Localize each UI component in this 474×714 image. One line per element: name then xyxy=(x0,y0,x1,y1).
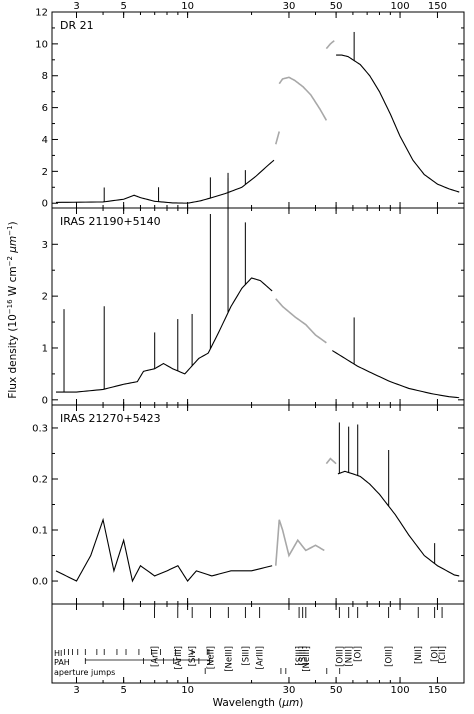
spectrum-segment xyxy=(56,160,274,203)
x-tick-label-top: 30 xyxy=(283,1,296,12)
y-axis-title-part: Flux density (10 xyxy=(7,314,19,398)
x-tick-label: 100 xyxy=(391,685,410,696)
y-axis-title: Flux density (10−16 W cm−2 μm−1) xyxy=(6,221,19,398)
line-id-label: [ArII] xyxy=(151,646,161,667)
spectrum-segment xyxy=(326,459,336,464)
y-tick-label: 0.2 xyxy=(32,474,48,485)
annotation-frame xyxy=(51,603,465,684)
line-id-label: [ArIII] xyxy=(256,646,266,669)
line-id-label: [NeIII] xyxy=(302,646,312,672)
x-tick-label: 3 xyxy=(73,685,79,696)
x-axis-title-part: Wavelength ( xyxy=(213,697,283,709)
spectrum-segment xyxy=(332,351,459,398)
line-id-label: [NeII] xyxy=(206,646,216,669)
marker-row-label: PAH xyxy=(54,658,70,667)
x-tick-label: 5 xyxy=(120,685,126,696)
x-axis-title: Wavelength (μm) xyxy=(213,697,304,709)
y-tick-label: 8 xyxy=(42,71,48,82)
line-id-label: [OI] xyxy=(431,646,441,662)
y-tick-label: 1 xyxy=(42,343,48,354)
panel-frame-1 xyxy=(51,11,465,209)
marker-row-label: aperture jumps xyxy=(54,668,115,677)
y-axis-title-part: −1 xyxy=(6,225,14,235)
x-tick-label-top: 100 xyxy=(391,1,410,12)
y-tick-label: 4 xyxy=(42,135,48,146)
y-tick-label: 12 xyxy=(35,8,48,19)
spectrum-segment xyxy=(276,299,327,343)
line-id-label: [CII] xyxy=(438,646,448,664)
line-id-label: [NeIII] xyxy=(224,646,234,672)
x-tick-label: 30 xyxy=(283,685,296,696)
panel-frame-2 xyxy=(51,207,465,406)
panel-label-3: IRAS 21270+5423 xyxy=(60,412,161,425)
y-tick-label: 10 xyxy=(35,39,48,50)
y-tick-label: 0 xyxy=(42,199,48,210)
marker-row-label: HI xyxy=(54,649,62,658)
y-axis-title-part: −2 xyxy=(6,256,14,266)
x-tick-label: 50 xyxy=(330,685,343,696)
y-tick-label: 6 xyxy=(42,103,48,114)
x-tick-label: 150 xyxy=(428,685,447,696)
y-tick-label: 2 xyxy=(42,292,48,303)
spectrum-segment xyxy=(276,132,279,145)
x-tick-label-top: 50 xyxy=(330,1,343,12)
panel-label-1: DR 21 xyxy=(60,19,94,32)
line-id-label: [SIII] xyxy=(241,646,251,666)
y-axis-title-part: W cm xyxy=(7,266,19,299)
spectrum-segment xyxy=(336,55,459,192)
line-id-label: [OIII] xyxy=(385,646,395,667)
y-axis-title-part: ) xyxy=(7,221,19,225)
panel-label-2: IRAS 21190+5140 xyxy=(60,215,161,228)
x-tick-label-top: 5 xyxy=(120,1,126,12)
y-tick-label: 0.0 xyxy=(32,577,48,588)
y-tick-label: 3 xyxy=(42,240,48,251)
y-tick-label: 0.1 xyxy=(32,526,48,537)
y-tick-label: 0.3 xyxy=(32,423,48,434)
y-tick-label: 2 xyxy=(42,167,48,178)
x-tick-label-top: 3 xyxy=(73,1,79,12)
line-id-label: [SIII] xyxy=(295,646,305,666)
panel-1 xyxy=(56,32,459,203)
line-id-label: [ArIII] xyxy=(174,646,184,669)
y-axis-title-part: −16 xyxy=(6,299,14,314)
line-id-label: [OIII] xyxy=(335,646,345,667)
y-axis-title-part: μm xyxy=(7,236,19,256)
x-tick-label-top: 150 xyxy=(428,1,447,12)
spectrum-segment xyxy=(56,520,272,581)
x-axis-title-part: μm xyxy=(281,697,299,709)
panel-frame-3 xyxy=(51,404,465,605)
y-tick-label: 0 xyxy=(42,395,48,406)
panel-2 xyxy=(56,173,459,398)
line-id-label: [NIII] xyxy=(345,646,355,667)
x-axis-title-part: ) xyxy=(299,697,303,709)
panel-3 xyxy=(56,422,459,581)
spectrum-segment xyxy=(279,77,326,120)
spectrum-segment xyxy=(338,471,459,576)
line-id-label: [OI] xyxy=(354,646,364,662)
x-tick-label-top: 10 xyxy=(181,1,194,12)
spectrum-segment xyxy=(56,278,272,392)
line-id-label: [SIV] xyxy=(188,646,198,666)
spectrum-segment xyxy=(326,41,334,49)
spectrum-segment xyxy=(276,520,325,566)
line-id-label: [SiII] xyxy=(299,646,309,665)
x-tick-label: 10 xyxy=(181,685,194,696)
line-id-label: [NII] xyxy=(414,646,424,664)
